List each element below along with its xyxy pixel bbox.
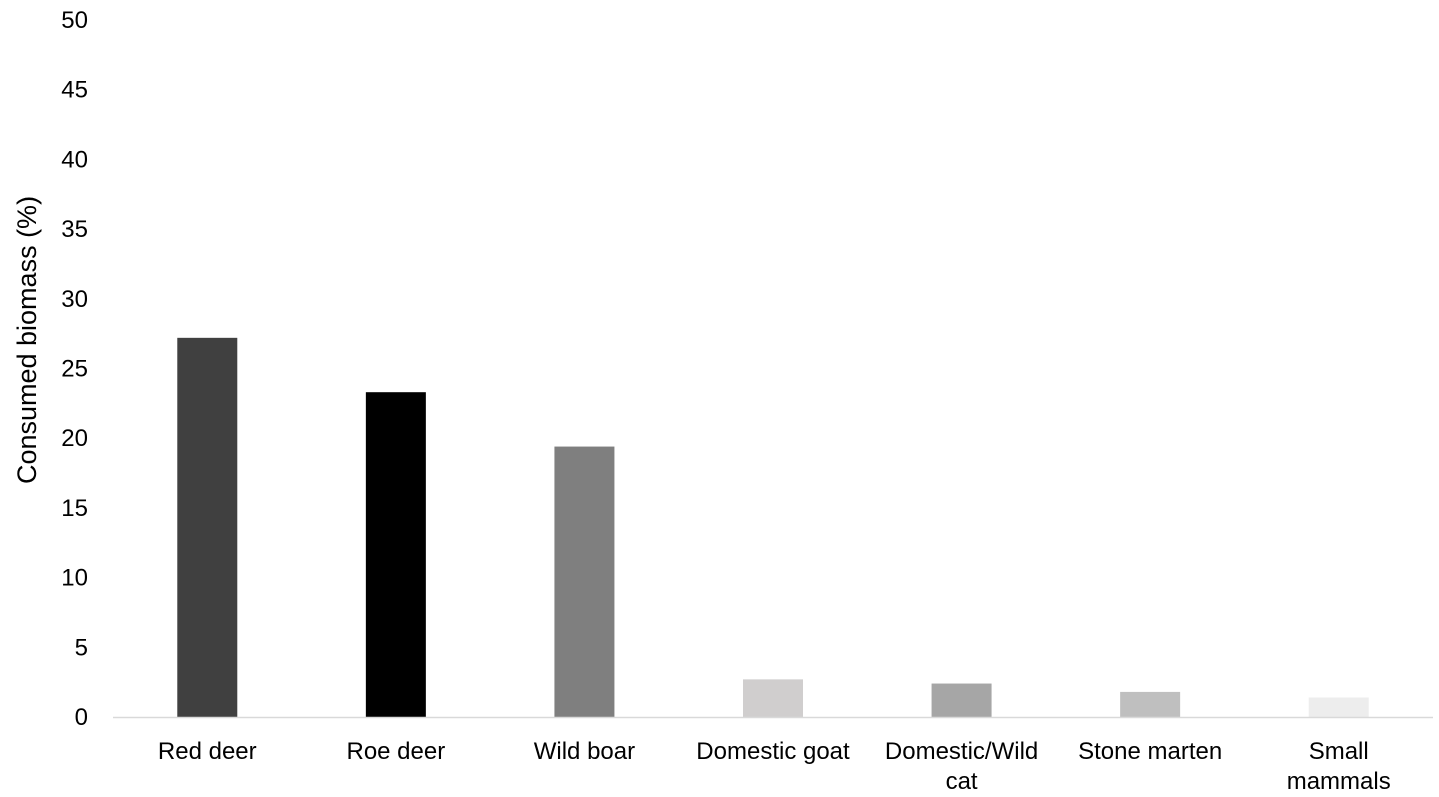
y-tick-label: 10: [61, 565, 88, 592]
x-axis-labels: Red deer Roe deer Wild boar Domestic goat Do…: [158, 738, 1391, 795]
x-category-label-line: Red deer: [158, 738, 257, 765]
y-tick-label: 5: [75, 634, 88, 661]
y-tick-label: 15: [61, 495, 88, 522]
bar: [1120, 692, 1180, 717]
x-category-label-line: Domestic goat: [696, 738, 850, 765]
x-category-label: Red deer: [158, 738, 257, 765]
y-tick-label: 45: [61, 77, 88, 104]
x-category-label-line: Roe deer: [346, 738, 445, 765]
bars-group: [177, 338, 1368, 717]
x-category-label: Roe deer: [346, 738, 445, 765]
x-category-label-line: Stone marten: [1078, 738, 1222, 765]
y-tick-label: 50: [61, 7, 88, 34]
y-tick-label: 20: [61, 425, 88, 452]
x-category-label-line: Domestic/Wild: [885, 738, 1038, 765]
bar: [366, 392, 426, 717]
x-category-label: Small mammals: [1287, 738, 1391, 795]
bar: [1309, 697, 1369, 717]
bar: [554, 447, 614, 717]
x-category-label-line: cat: [946, 768, 978, 795]
x-category-label: Domestic/Wild cat: [885, 738, 1038, 795]
x-category-label: Wild boar: [534, 738, 635, 765]
y-tick-label: 40: [61, 146, 88, 173]
y-tick-label: 25: [61, 356, 88, 383]
x-category-label: Domestic goat: [696, 738, 850, 765]
y-tick-label: 0: [75, 704, 88, 731]
bar: [932, 684, 992, 717]
y-axis-title: Consumed biomass (%): [12, 196, 42, 484]
x-category-label: Stone marten: [1078, 738, 1222, 765]
bar: [177, 338, 237, 717]
y-tick-label: 35: [61, 216, 88, 243]
x-category-label-line: Small: [1309, 738, 1369, 765]
x-category-label-line: Wild boar: [534, 738, 635, 765]
bar: [743, 679, 803, 717]
x-category-label-line: mammals: [1287, 768, 1391, 795]
y-tick-label: 30: [61, 286, 88, 313]
y-axis-ticks: 0 5 10 15 20 25 30 35 40 45 50: [61, 7, 88, 731]
